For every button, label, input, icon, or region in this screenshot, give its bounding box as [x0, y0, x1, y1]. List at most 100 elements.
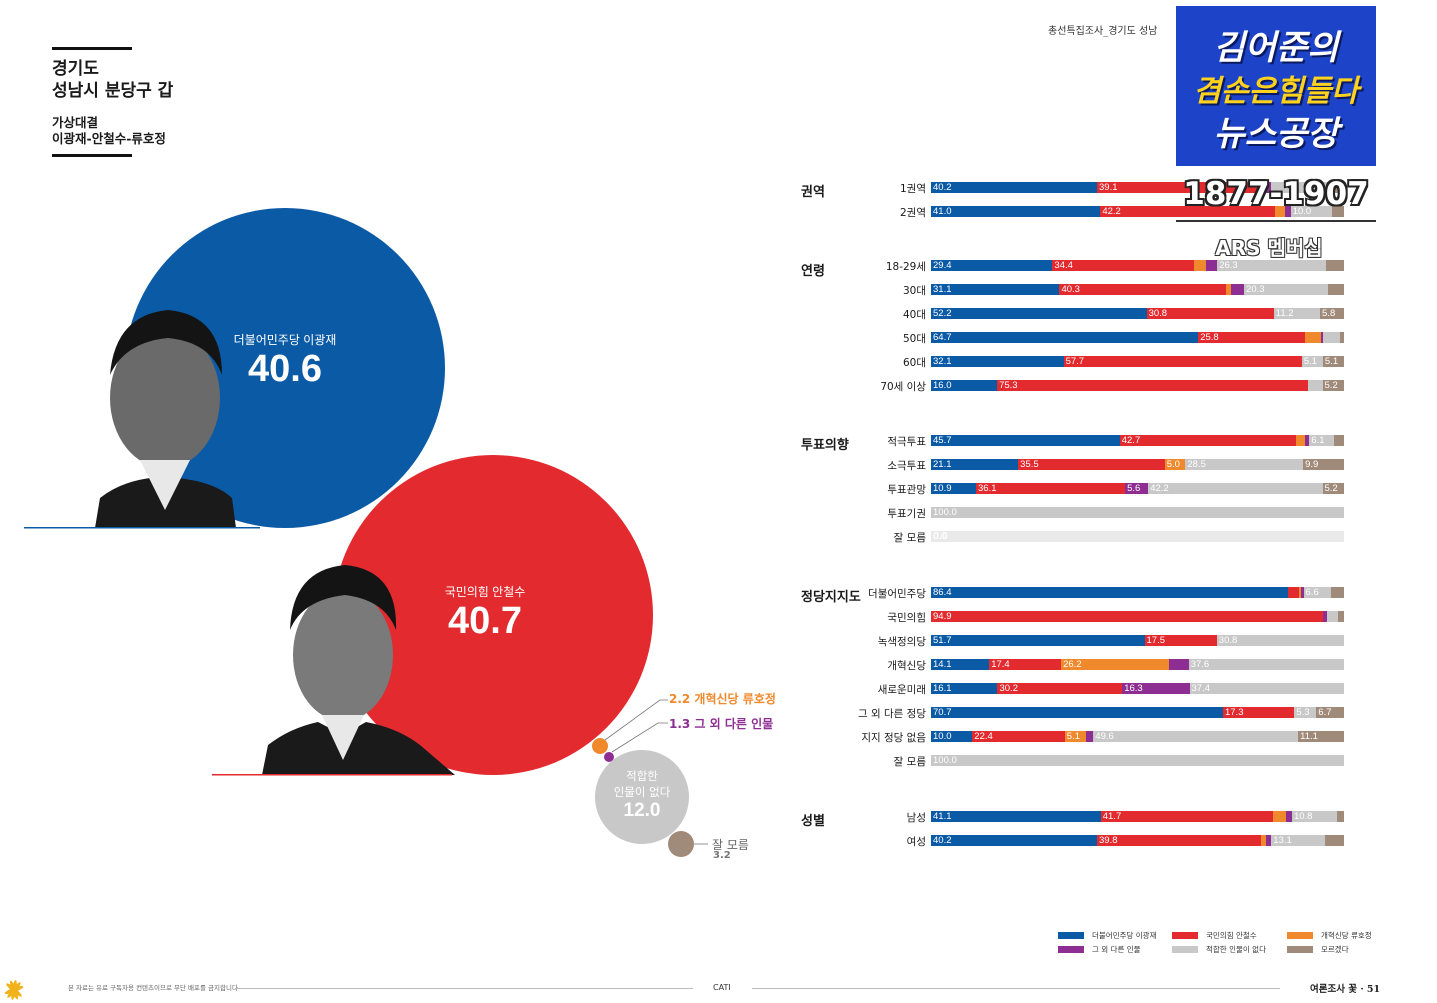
badge-line1: 김어준의: [1213, 28, 1339, 68]
bar-value-label: 16.3: [1124, 683, 1143, 694]
bar-segment: 34.4: [1052, 260, 1195, 271]
phone-number: 1877-1907: [1183, 176, 1369, 212]
bar-segment: [1327, 284, 1344, 295]
bubble-dont-know: [668, 831, 694, 857]
bar-segment: 5.2: [1322, 483, 1344, 494]
bar-segment: 100.0: [931, 755, 1344, 766]
bar-segment: 49.6: [1093, 731, 1299, 742]
bar-value-label: 5.8: [1322, 308, 1336, 319]
legend-item: 개혁신당 류호정: [1287, 930, 1372, 941]
bar-segment: 30.8: [1146, 308, 1274, 319]
dk-label: 잘 모름: [712, 838, 749, 852]
row-label: 2권역: [899, 207, 926, 219]
bar-segment: 39.1: [1097, 182, 1259, 193]
bar-segment: 52.2: [931, 308, 1147, 319]
header-small-text: 총선특집조사_경기도 성남: [1048, 26, 1158, 37]
bar-value-label: 11.2: [1275, 308, 1294, 319]
bar-segment: 17.5: [1144, 635, 1217, 646]
bar-segment: [1334, 435, 1344, 446]
bar-segment: [1299, 587, 1302, 598]
bar-segment: 17.4: [989, 659, 1062, 670]
bar-segment: 16.1: [931, 683, 998, 694]
legend-label: 더불어민주당 이광재: [1092, 931, 1157, 940]
bar-segment: 28.5: [1185, 459, 1304, 470]
bar-value-label: 0.0: [933, 531, 949, 542]
dem-value: 40.6: [248, 348, 322, 390]
bar-segment: 6.7: [1316, 707, 1344, 718]
portrait-lee-icon: [95, 310, 236, 528]
other-label: 1.3 그 외 다른 인물: [669, 717, 774, 731]
bar-segment: 42.2: [1100, 206, 1275, 217]
stacked-bar: 94.9: [931, 611, 1344, 622]
bar-value-label: 31.1: [933, 284, 952, 295]
row-label: 소극투표: [887, 460, 926, 472]
bar-value-label: 17.5: [1146, 635, 1166, 646]
bar-segment: 10.0: [1290, 206, 1332, 217]
row-label: 더불어민주당: [868, 588, 926, 600]
bar-value-label: 25.8: [1200, 332, 1219, 343]
row-label: 개혁신당: [887, 660, 926, 672]
bar-segment: 5.0: [1164, 459, 1186, 470]
bar-value-label: 14.1: [933, 659, 952, 670]
footer-note: 본 자료는 유료 구독자용 컨텐츠이므로 무단 배포를 금지합니다: [68, 984, 238, 992]
bar-value-label: 37.6: [1190, 659, 1210, 670]
news-factory-logo: 김어준의 겸손은힘들다 뉴스공장: [1176, 6, 1376, 166]
bar-value-label: 5.0: [1166, 459, 1180, 470]
stacked-bar: 41.0 42.2 10.0: [931, 206, 1344, 217]
row-label: 18-29세: [885, 261, 926, 273]
bar-value-label: 70.7: [933, 707, 952, 718]
stacked-bar: 0.0 0.0: [931, 531, 1344, 542]
bar-value-label: 10.8: [1293, 811, 1313, 822]
bar-segment: 37.6: [1188, 659, 1344, 670]
bar-value-label: 37.4: [1191, 683, 1211, 694]
bar-segment: 42.7: [1119, 435, 1297, 446]
bar-value-label: 11.1: [1300, 731, 1318, 742]
bar-segment: 39.8: [1097, 835, 1262, 846]
bar-segment: 45.7: [931, 435, 1120, 446]
bar-segment: [1194, 260, 1207, 271]
bar-value-label: 5.3: [1296, 707, 1310, 718]
bar-value-label: 26.2: [1063, 659, 1082, 670]
stacked-bar: 32.1 57.7 5.1 5.1: [931, 356, 1344, 367]
bar-segment: [1308, 380, 1323, 391]
bar-value-label: 42.2: [1102, 206, 1121, 217]
bar-value-label: 41.7: [1102, 811, 1122, 822]
bar-value-label: 10.0: [933, 731, 952, 742]
bar-value-label: 13.1: [1273, 835, 1292, 846]
ppp-value: 40.7: [448, 600, 522, 642]
title-district: 성남시 분당구 갑: [52, 81, 174, 101]
stacked-bar: 14.1 17.4 26.2 37.6: [931, 659, 1344, 670]
bar-value-label: 40.2: [933, 182, 952, 193]
bar-value-label: 17.3: [1224, 707, 1244, 718]
bar-segment: 17.3: [1222, 707, 1295, 718]
bar-segment: 5.1: [1322, 356, 1344, 367]
bar-value-label: 16.0: [933, 380, 952, 391]
bar-value-label: 30.2: [999, 683, 1018, 694]
legend-label: 적합한 인물이 없다: [1206, 945, 1266, 954]
phone-underline: [1176, 220, 1376, 222]
bar-segment: 32.1: [931, 356, 1064, 367]
legend-swatch: [1287, 946, 1313, 953]
stacked-bar: 21.1 35.5 5.0 28.5 9.9: [931, 459, 1344, 470]
stacked-bar: 70.7 17.3 5.3 6.7: [931, 707, 1344, 718]
bar-value-label: 0.0: [933, 531, 947, 542]
ppp-baseline: [212, 774, 452, 776]
bar-segment: 5.6: [1125, 483, 1149, 494]
bar-value-label: 5.1: [1066, 731, 1081, 742]
row-label: 70세 이상: [880, 381, 926, 393]
legend-item: 더불어민주당 이광재: [1058, 930, 1156, 941]
row-label: 투표관망: [887, 484, 926, 496]
bar-segment: 6.1: [1309, 435, 1335, 446]
dk-value: 3.2: [713, 850, 731, 861]
legend-label: 개혁신당 류호정: [1321, 931, 1372, 940]
stacked-bar: 10.9 36.1 5.6 42.2 5.2: [931, 483, 1344, 494]
bar-value-label: 9.9: [1305, 459, 1319, 470]
bar-value-label: 42.2: [1150, 483, 1169, 494]
bar-segment: [1206, 260, 1218, 271]
bar-segment: 13.1: [1271, 835, 1326, 846]
stacked-bar: 16.0 75.3 5.2: [931, 380, 1344, 391]
title-bottom-rule: [52, 154, 132, 157]
bubble-other-person: [604, 752, 614, 762]
stacked-bar: 51.7 17.5 30.8: [931, 635, 1344, 646]
bar-value-label: 5.1: [1303, 356, 1318, 367]
